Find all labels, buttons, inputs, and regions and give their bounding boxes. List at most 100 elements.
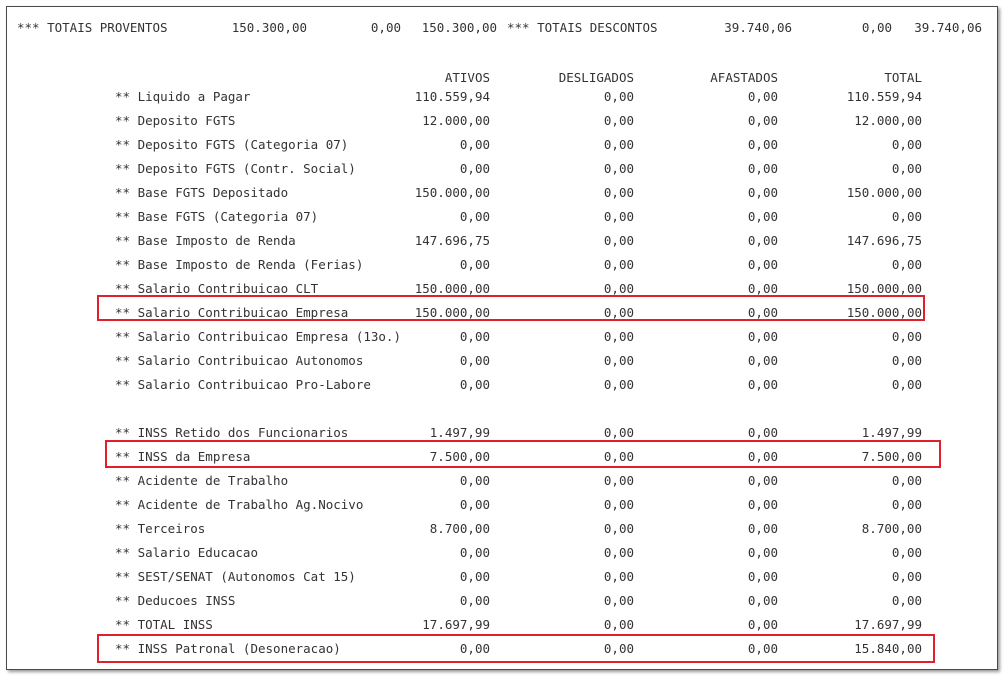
cell-ativos: 110.559,94 bbox=[414, 89, 490, 104]
cell-total: 0,00 bbox=[891, 377, 922, 392]
cell-ativos: 12.000,00 bbox=[422, 113, 490, 128]
cell-desligados: 0,00 bbox=[603, 449, 634, 464]
cell-total: 147.696,75 bbox=[846, 233, 922, 248]
row-label: ** Salario Educacao bbox=[115, 545, 258, 560]
cell-ativos: 0,00 bbox=[459, 137, 490, 152]
cell-afastados: 0,00 bbox=[747, 377, 778, 392]
cell-afastados: 0,00 bbox=[747, 473, 778, 488]
cell-afastados: 0,00 bbox=[747, 161, 778, 176]
cell-desligados: 0,00 bbox=[603, 137, 634, 152]
row-label: ** Base FGTS (Categoria 07) bbox=[115, 209, 319, 224]
highlight-inss-da-empresa bbox=[105, 440, 941, 468]
cell-ativos: 150.000,00 bbox=[414, 281, 490, 296]
cell-afastados: 0,00 bbox=[747, 545, 778, 560]
cell-desligados: 0,00 bbox=[603, 569, 634, 584]
cell-ativos: 17.697,99 bbox=[422, 617, 490, 632]
cell-total: 0,00 bbox=[891, 137, 922, 152]
row-label: ** INSS Patronal (Desoneracao) bbox=[115, 641, 341, 656]
cell-afastados: 0,00 bbox=[747, 329, 778, 344]
cell-desligados: 0,00 bbox=[603, 617, 634, 632]
row-label: ** Salario Contribuicao Empresa (13o.) bbox=[115, 329, 401, 344]
cell-desligados: 0,00 bbox=[603, 641, 634, 656]
cell-desligados: 0,00 bbox=[603, 425, 634, 440]
cell-total: 17.697,99 bbox=[854, 617, 922, 632]
cell-afastados: 0,00 bbox=[747, 185, 778, 200]
cell-total: 0,00 bbox=[891, 545, 922, 560]
cell-afastados: 0,00 bbox=[747, 425, 778, 440]
cell-afastados: 0,00 bbox=[747, 617, 778, 632]
cell-afastados: 0,00 bbox=[747, 497, 778, 512]
cell-total: 15.840,00 bbox=[854, 641, 922, 656]
cell-desligados: 0,00 bbox=[603, 593, 634, 608]
cell-total: 1.497,99 bbox=[861, 425, 922, 440]
cell-desligados: 0,00 bbox=[603, 281, 634, 296]
cell-desligados: 0,00 bbox=[603, 233, 634, 248]
cell-ativos: 0,00 bbox=[459, 329, 490, 344]
cell-ativos: 0,00 bbox=[459, 545, 490, 560]
cell-desligados: 0,00 bbox=[603, 521, 634, 536]
cell-total: 0,00 bbox=[891, 257, 922, 272]
report-frame: *** TOTAIS PROVENTOS 150.300,00 0,00 150… bbox=[6, 6, 998, 670]
cell-afastados: 0,00 bbox=[747, 521, 778, 536]
cell-total: 0,00 bbox=[891, 593, 922, 608]
cell-total: 150.000,00 bbox=[846, 281, 922, 296]
cell-afastados: 0,00 bbox=[747, 641, 778, 656]
cell-ativos: 0,00 bbox=[459, 569, 490, 584]
header-afastados: AFASTADOS bbox=[710, 70, 778, 85]
highlight-inss-patronal bbox=[97, 634, 935, 663]
cell-desligados: 0,00 bbox=[603, 377, 634, 392]
cell-desligados: 0,00 bbox=[603, 209, 634, 224]
cell-total: 0,00 bbox=[891, 329, 922, 344]
row-label: ** Deposito FGTS (Categoria 07) bbox=[115, 137, 349, 152]
row-label: ** Salario Contribuicao Empresa bbox=[115, 305, 349, 320]
cell-total: 0,00 bbox=[891, 353, 922, 368]
cell-ativos: 0,00 bbox=[459, 377, 490, 392]
row-label: ** Base FGTS Depositado bbox=[115, 185, 289, 200]
cell-ativos: 150.000,00 bbox=[414, 305, 490, 320]
row-label: ** Base Imposto de Renda bbox=[115, 233, 296, 248]
cell-afastados: 0,00 bbox=[747, 593, 778, 608]
header-ativos: ATIVOS bbox=[444, 70, 490, 85]
row-label: ** Deposito FGTS bbox=[115, 113, 236, 128]
totais-descontos-value-1: 39.740,06 bbox=[724, 20, 792, 35]
cell-afastados: 0,00 bbox=[747, 353, 778, 368]
cell-total: 0,00 bbox=[891, 569, 922, 584]
cell-afastados: 0,00 bbox=[747, 137, 778, 152]
totais-descontos-label: *** TOTAIS DESCONTOS bbox=[507, 20, 658, 35]
cell-desligados: 0,00 bbox=[603, 89, 634, 104]
row-label: ** INSS da Empresa bbox=[115, 449, 251, 464]
row-label: ** Acidente de Trabalho bbox=[115, 473, 289, 488]
cell-total: 8.700,00 bbox=[861, 521, 922, 536]
totais-descontos-value-3: 39.740,06 bbox=[914, 20, 982, 35]
cell-desligados: 0,00 bbox=[603, 473, 634, 488]
cell-desligados: 0,00 bbox=[603, 497, 634, 512]
row-label: ** Salario Contribuicao CLT bbox=[115, 281, 319, 296]
header-total: TOTAL bbox=[884, 70, 922, 85]
cell-desligados: 0,00 bbox=[603, 185, 634, 200]
highlight-salario-contribuicao-empresa bbox=[97, 295, 925, 321]
cell-total: 12.000,00 bbox=[854, 113, 922, 128]
row-label: ** Salario Contribuicao Pro-Labore bbox=[115, 377, 371, 392]
cell-total: 110.559,94 bbox=[846, 89, 922, 104]
row-label: ** Acidente de Trabalho Ag.Nocivo bbox=[115, 497, 364, 512]
cell-ativos: 0,00 bbox=[459, 473, 490, 488]
cell-total: 150.000,00 bbox=[846, 305, 922, 320]
cell-afastados: 0,00 bbox=[747, 233, 778, 248]
totais-descontos-value-2: 0,00 bbox=[861, 20, 892, 35]
cell-total: 7.500,00 bbox=[861, 449, 922, 464]
cell-total: 0,00 bbox=[891, 473, 922, 488]
totais-proventos-label: *** TOTAIS PROVENTOS bbox=[17, 20, 168, 35]
row-label: ** INSS Retido dos Funcionarios bbox=[115, 425, 349, 440]
cell-desligados: 0,00 bbox=[603, 329, 634, 344]
cell-ativos: 8.700,00 bbox=[429, 521, 490, 536]
cell-total: 0,00 bbox=[891, 497, 922, 512]
cell-ativos: 0,00 bbox=[459, 593, 490, 608]
cell-afastados: 0,00 bbox=[747, 305, 778, 320]
row-label: ** Liquido a Pagar bbox=[115, 89, 251, 104]
cell-afastados: 0,00 bbox=[747, 569, 778, 584]
row-label: ** Deducoes INSS bbox=[115, 593, 236, 608]
row-label: ** TOTAL INSS bbox=[115, 617, 213, 632]
cell-desligados: 0,00 bbox=[603, 113, 634, 128]
cell-desligados: 0,00 bbox=[603, 353, 634, 368]
cell-afastados: 0,00 bbox=[747, 257, 778, 272]
